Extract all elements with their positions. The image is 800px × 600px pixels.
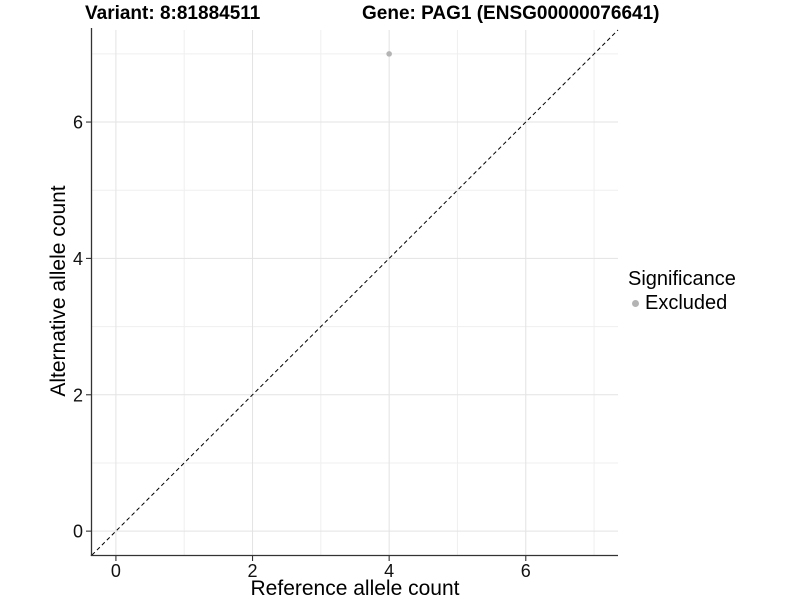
plot-title-gene: Gene: PAG1 (ENSG00000076641): [362, 3, 660, 24]
legend: Significance Excluded: [628, 268, 736, 314]
x-tick-label: 6: [521, 561, 531, 581]
x-tick-label: 0: [111, 561, 121, 581]
plot-title-variant: Variant: 8:81884511: [85, 3, 261, 24]
x-axis-title: Reference allele count: [250, 577, 460, 600]
y-tick-label: 0: [73, 522, 83, 542]
legend-item-label: Excluded: [645, 292, 728, 314]
legend-item-excluded: Excluded: [628, 292, 736, 314]
legend-title: Significance: [628, 268, 736, 290]
y-tick-label: 6: [73, 113, 83, 133]
x-tick-label: 4: [384, 561, 394, 581]
x-tick-label: 2: [248, 561, 258, 581]
identity-line: [91, 29, 619, 556]
y-axis-title: Alternative allele count: [47, 185, 70, 397]
excluded-point-icon: [632, 299, 639, 307]
data-point: [386, 51, 392, 57]
y-tick-label: 4: [73, 249, 83, 269]
y-tick-label: 2: [73, 385, 83, 405]
